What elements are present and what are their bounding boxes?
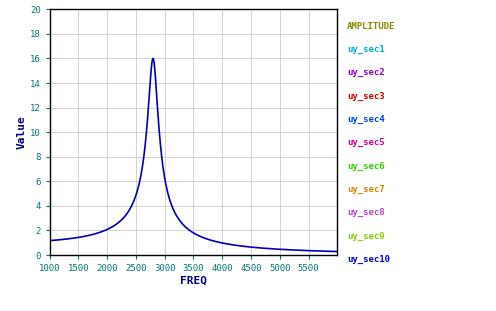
X-axis label: FREQ: FREQ xyxy=(180,276,207,286)
Text: AMPLITUDE: AMPLITUDE xyxy=(347,22,396,30)
Text: uy_sec5: uy_sec5 xyxy=(347,138,385,147)
Text: uy_sec4: uy_sec4 xyxy=(347,115,385,124)
Y-axis label: Value: Value xyxy=(17,115,27,149)
Text: uy_sec1: uy_sec1 xyxy=(347,45,385,54)
Text: uy_sec6: uy_sec6 xyxy=(347,162,385,171)
Text: uy_sec9: uy_sec9 xyxy=(347,231,385,241)
Text: uy_sec3: uy_sec3 xyxy=(347,92,385,101)
Text: uy_sec10: uy_sec10 xyxy=(347,255,390,264)
Text: uy_sec8: uy_sec8 xyxy=(347,208,385,217)
Text: uy_sec7: uy_sec7 xyxy=(347,185,385,194)
Text: uy_sec2: uy_sec2 xyxy=(347,68,385,77)
